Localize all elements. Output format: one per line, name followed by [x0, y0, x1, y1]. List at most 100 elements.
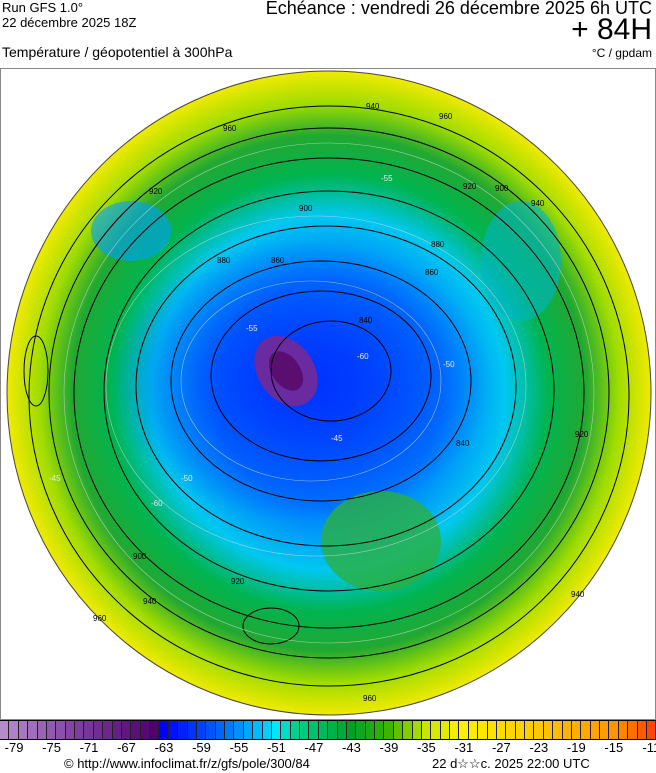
color-scale-tick-label: -47 — [304, 740, 324, 755]
run-info: Run GFS 1.0° 22 décembre 2025 18Z — [2, 0, 136, 30]
svg-text:840: 840 — [456, 439, 470, 448]
color-scale-cell — [168, 721, 179, 739]
svg-text:-45: -45 — [49, 474, 61, 483]
svg-text:920: 920 — [575, 430, 589, 439]
color-scale-tick-label: -67 — [117, 740, 136, 755]
color-scale-cell — [515, 721, 525, 739]
color-scale-cell — [506, 721, 516, 739]
color-scale-cell — [571, 721, 582, 739]
color-scale-cell — [590, 721, 600, 739]
svg-text:900: 900 — [299, 204, 313, 213]
svg-text:920: 920 — [463, 182, 477, 191]
color-scale-cell — [637, 721, 647, 739]
run-date: 22 décembre 2025 18Z — [2, 15, 137, 30]
color-scale-cell — [150, 721, 160, 739]
color-scale-tick-label: -19 — [566, 740, 586, 755]
color-scale-cell — [431, 721, 441, 739]
temperature-isotherms — [63, 142, 595, 644]
color-scale-cell — [628, 721, 638, 739]
color-scale-cell — [112, 721, 122, 739]
color-scale-cell — [328, 721, 338, 739]
color-scale-cell — [346, 721, 357, 739]
color-scale-cell — [84, 721, 94, 739]
color-scale-bar — [0, 720, 656, 740]
color-scale-cell — [562, 721, 572, 739]
svg-text:860: 860 — [425, 268, 439, 277]
map-svg: 960 940 920 900 880 860 840 960 940 920 … — [6, 70, 652, 716]
svg-text:960: 960 — [93, 614, 107, 623]
color-scale-cell — [318, 721, 329, 739]
color-scale-cell — [609, 721, 619, 739]
color-scale-cell — [93, 721, 104, 739]
svg-text:-50: -50 — [443, 360, 455, 369]
color-scale-cell — [393, 721, 404, 739]
color-scale-cell — [403, 721, 413, 739]
color-scale-tick-label: -27 — [491, 740, 511, 755]
svg-text:900: 900 — [495, 184, 509, 193]
color-scale-cell — [356, 721, 366, 739]
color-scale-cell — [412, 721, 422, 739]
color-scale-cell — [262, 721, 272, 739]
color-scale-cell — [496, 721, 507, 739]
color-scale-cell — [225, 721, 235, 739]
color-scale-cell — [271, 721, 282, 739]
color-scale-tick-label: -43 — [342, 740, 361, 755]
color-scale-cell — [206, 721, 216, 739]
color-scale-cell — [178, 721, 188, 739]
color-scale-cell — [56, 721, 66, 739]
color-scale-cell — [459, 721, 469, 739]
color-scale-tick-label: -15 — [604, 740, 624, 755]
color-scale-cell — [187, 721, 197, 739]
color-scale-tick-label: -35 — [416, 740, 436, 755]
svg-text:840: 840 — [359, 316, 373, 325]
color-scale-tick-label: -71 — [79, 740, 99, 755]
color-scale-cell — [234, 721, 244, 739]
color-scale-cell — [46, 721, 57, 739]
forecast-lead-time: + 84H — [571, 13, 652, 46]
svg-text:880: 880 — [217, 256, 231, 265]
color-scale-cell — [478, 721, 488, 739]
units-label: °C / gpdam — [591, 46, 652, 60]
color-scale-cell — [421, 721, 432, 739]
svg-text:940: 940 — [366, 102, 380, 111]
color-scale-cell — [553, 721, 563, 739]
color-scale-cell — [243, 721, 254, 739]
svg-text:940: 940 — [531, 199, 545, 208]
color-scale-cell — [487, 721, 497, 739]
color-scale-cell — [290, 721, 300, 739]
svg-text:960: 960 — [363, 694, 377, 703]
contour-labels: 960 940 920 900 880 860 840 960 940 920 … — [93, 102, 589, 703]
color-scale-cell — [0, 721, 10, 739]
color-scale-tick-label: -55 — [229, 740, 249, 755]
color-scale-cell — [525, 721, 535, 739]
color-scale-cell — [103, 721, 113, 739]
geopotential-contours — [23, 105, 630, 687]
polar-map: 960 940 920 900 880 860 840 960 940 920 … — [0, 68, 656, 720]
color-scale-cell — [468, 721, 479, 739]
color-scale-cell — [337, 721, 347, 739]
color-scale-tick-label: -31 — [454, 740, 474, 755]
svg-text:880: 880 — [431, 240, 445, 249]
svg-text:960: 960 — [223, 124, 237, 133]
color-scale-cell — [581, 721, 591, 739]
color-scale-cell — [215, 721, 225, 739]
svg-text:-55: -55 — [381, 174, 393, 183]
svg-text:860: 860 — [271, 256, 285, 265]
color-scale-cell — [543, 721, 554, 739]
color-scale-tick-label: -39 — [379, 740, 399, 755]
color-scale-cell — [600, 721, 610, 739]
color-scale-tick-label: -59 — [192, 740, 211, 755]
color-scale-tick-label: -79 — [4, 740, 24, 755]
color-scale-cell — [121, 721, 132, 739]
color-scale-cell — [131, 721, 141, 739]
color-scale-cell — [159, 721, 169, 739]
color-scale-cell — [365, 721, 375, 739]
color-scale-cell — [196, 721, 207, 739]
color-scale-cell — [37, 721, 47, 739]
svg-text:940: 940 — [571, 590, 585, 599]
svg-text:900: 900 — [133, 552, 147, 561]
color-scale-cell — [281, 721, 291, 739]
forecast-valid-time: Echéance : vendredi 26 décembre 2025 6h … — [265, 0, 652, 18]
color-scale-cell — [375, 721, 385, 739]
color-scale-cell — [65, 721, 75, 739]
